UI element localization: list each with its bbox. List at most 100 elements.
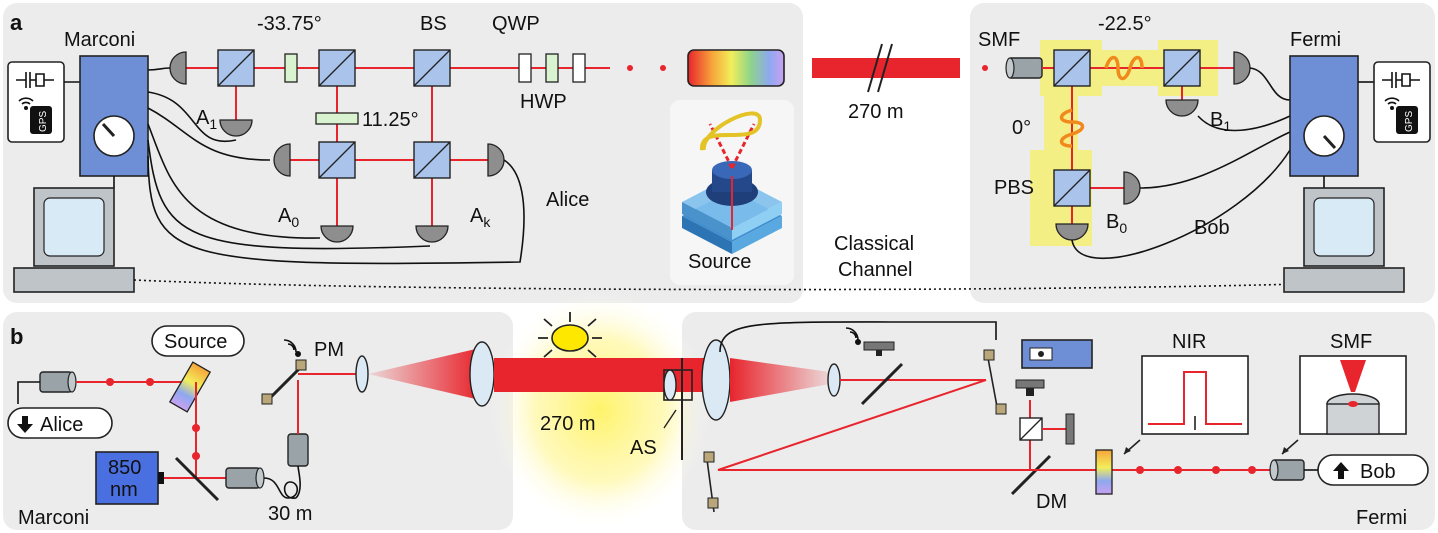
detector-b0 bbox=[1123, 171, 1141, 205]
detector-a1 bbox=[219, 119, 253, 137]
alice-time-tagger bbox=[79, 55, 149, 177]
fiber-length: 30 m bbox=[268, 503, 312, 525]
telescope-lens-bob bbox=[701, 339, 731, 421]
detector-a1-reflect bbox=[169, 51, 187, 85]
alice-badge bbox=[7, 407, 113, 439]
angle-minus-22-5: -22.5° bbox=[1098, 13, 1152, 35]
wireless-icon-bob bbox=[845, 327, 859, 341]
bob-smf-label: SMF bbox=[978, 29, 1020, 51]
bob-gps-clock: GPS bbox=[1373, 61, 1431, 143]
up-arrow-icon bbox=[1333, 462, 1349, 479]
panel-a-alice-background bbox=[3, 3, 803, 303]
channel-length: 270 m bbox=[848, 101, 904, 123]
ak-label: Ak bbox=[470, 205, 491, 230]
bob-beamsplitter-top bbox=[1053, 49, 1091, 87]
alice-computer bbox=[13, 187, 135, 293]
as-label: AS bbox=[630, 437, 657, 459]
beamsplitter-a1 bbox=[217, 49, 255, 87]
sunlight-glow bbox=[490, 290, 710, 530]
source-badge bbox=[151, 325, 245, 357]
alice-fiber-coupler bbox=[39, 371, 77, 393]
smf-label-b: SMF bbox=[1330, 331, 1372, 353]
bob-fiber-coupler-b bbox=[1269, 459, 1305, 481]
alice-label: Alice bbox=[546, 189, 589, 211]
sun-icon bbox=[538, 312, 602, 358]
laser-label-1: 850 bbox=[108, 457, 141, 479]
qwp-label: QWP bbox=[492, 13, 540, 35]
nir-label: NIR bbox=[1172, 331, 1206, 353]
classical-link bbox=[133, 279, 1301, 291]
mirror bbox=[174, 456, 220, 502]
detector-b0-transmit bbox=[1055, 223, 1089, 241]
detector-ak bbox=[415, 225, 449, 243]
bob-computer bbox=[1283, 187, 1405, 293]
angle-0: 0° bbox=[1012, 117, 1031, 139]
dichroic-filter bbox=[168, 361, 212, 413]
detector-ak-reflect bbox=[487, 143, 505, 177]
qwp-1 bbox=[518, 53, 532, 83]
beam-dot bbox=[982, 65, 988, 71]
laser-850nm bbox=[95, 451, 164, 505]
focusing-beam bbox=[730, 358, 830, 402]
hwp-minus-33-75 bbox=[284, 53, 298, 83]
panel-a-tag: a bbox=[10, 10, 23, 35]
bob-gps-text: GPS bbox=[1404, 111, 1415, 132]
bob-pbs bbox=[1053, 169, 1091, 207]
qwp-2 bbox=[572, 53, 586, 83]
expanding-beam bbox=[368, 348, 480, 400]
camera-module bbox=[1021, 339, 1093, 369]
classical-channel-label-1: Classical bbox=[834, 233, 914, 255]
channel-break bbox=[867, 43, 893, 93]
beamsplitter-bs bbox=[413, 49, 451, 87]
panel-b-bob-label: Bob bbox=[1360, 461, 1396, 483]
laser-label-2: nm bbox=[110, 479, 138, 501]
down-arrow-icon bbox=[17, 416, 33, 433]
b1-label: B1 bbox=[1210, 109, 1231, 134]
alice-gps-clock: GPS bbox=[7, 61, 65, 143]
beam-dot bbox=[660, 65, 666, 71]
a1-label: A1 bbox=[196, 107, 217, 132]
nir-filter bbox=[1095, 449, 1113, 495]
nir-filter-inset bbox=[1141, 355, 1249, 435]
hwp-label: HWP bbox=[520, 91, 567, 113]
bob-b-beamsplitter bbox=[1019, 417, 1043, 441]
smf-inset bbox=[1299, 355, 1407, 435]
bob-fiber-coupler bbox=[1005, 57, 1043, 79]
panel-b-fermi: Fermi bbox=[1356, 507, 1407, 529]
lens bbox=[355, 355, 369, 393]
polarization-controller-left bbox=[1059, 108, 1085, 148]
beamsplitter-main bbox=[318, 49, 356, 87]
beamsplitter-ak bbox=[413, 141, 451, 179]
hwp bbox=[545, 53, 559, 83]
fiber-spool bbox=[225, 433, 309, 499]
panel-b-source-label: Source bbox=[164, 331, 227, 353]
pm-label: PM bbox=[314, 339, 344, 361]
bob-beamsplitter-b1 bbox=[1163, 49, 1201, 87]
angle-11-25: 11.25° bbox=[362, 109, 419, 131]
beam-dot bbox=[627, 65, 633, 71]
classical-channel-label-2: Channel bbox=[838, 259, 913, 281]
alice-gps-text: GPS bbox=[38, 111, 49, 132]
a0-label: A0 bbox=[278, 205, 299, 230]
marconi-label: Marconi bbox=[64, 29, 135, 51]
bs-label: BS bbox=[420, 13, 447, 35]
mirror-bob-1 bbox=[860, 362, 904, 406]
lens-bob bbox=[827, 363, 841, 397]
bob-label: Bob bbox=[1194, 217, 1230, 239]
pointing-mirror bbox=[266, 366, 302, 402]
detector-a0-reflect bbox=[273, 143, 291, 177]
source-illustration bbox=[682, 111, 782, 254]
detector-b1 bbox=[1165, 99, 1199, 117]
panel-b-tag: b bbox=[10, 324, 23, 349]
detector-b1-transmit bbox=[1233, 51, 1251, 85]
detector-a0 bbox=[320, 225, 354, 243]
dm-label: DM bbox=[1036, 491, 1067, 513]
fermi-label: Fermi bbox=[1290, 29, 1341, 51]
hwp-11-25 bbox=[315, 112, 359, 125]
bob-time-tagger bbox=[1289, 55, 1359, 177]
panel-b-marconi: Marconi bbox=[18, 507, 89, 529]
pbs-label: PBS bbox=[994, 177, 1034, 199]
telescope-lens-alice bbox=[469, 341, 495, 407]
